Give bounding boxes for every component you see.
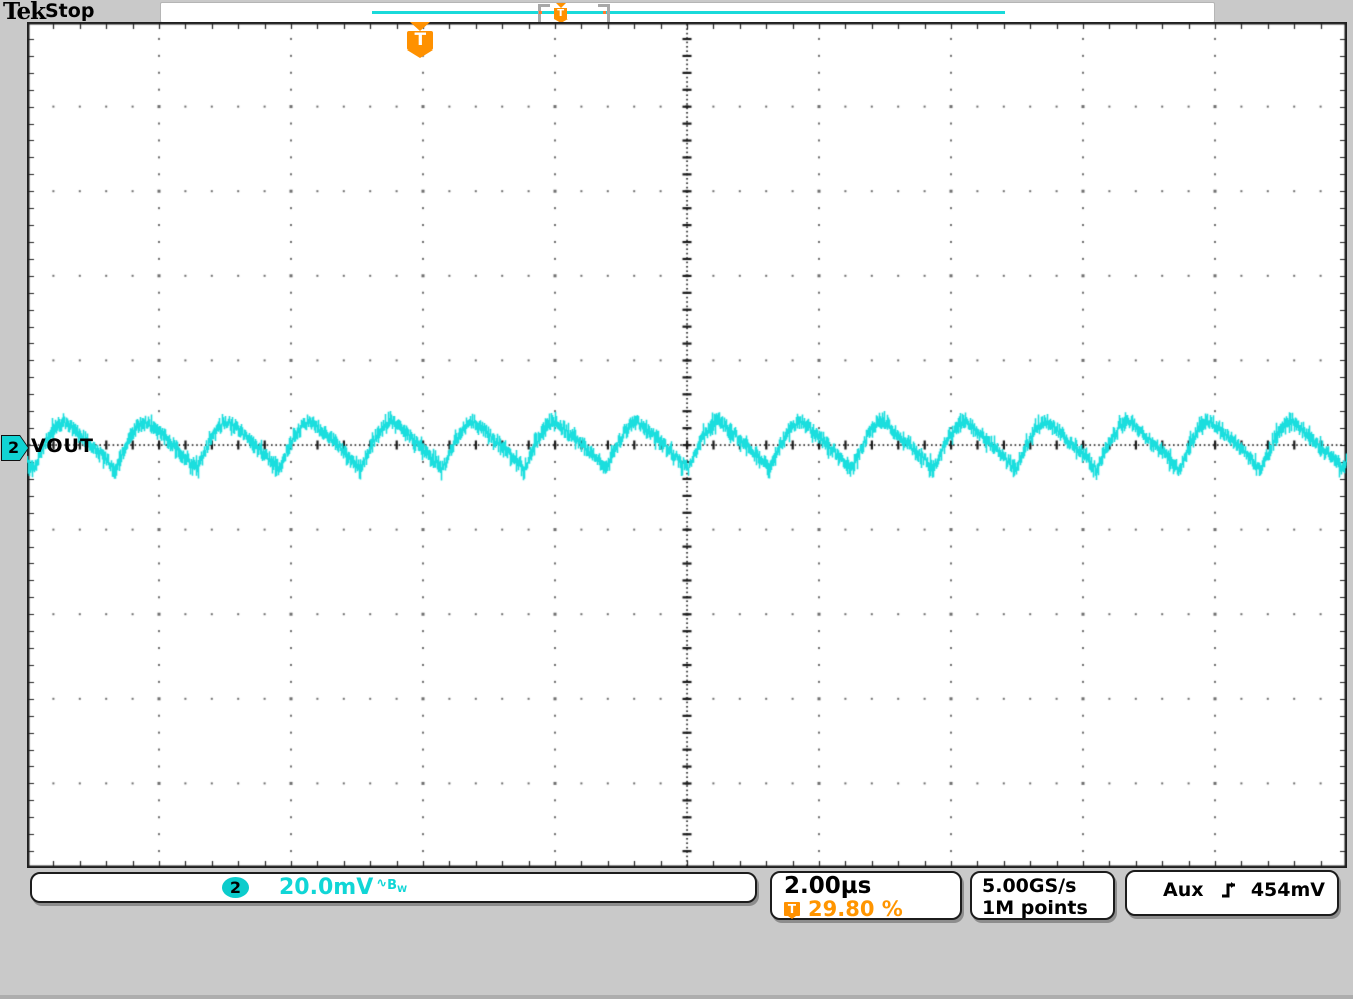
sample-rate-readout: 5.00GS/s [982, 875, 1077, 897]
trigger-source-readout: Aux [1163, 879, 1204, 901]
acquisition-readout-box[interactable]: 5.00GS/s 1M points [970, 871, 1115, 920]
record-trigger-letter: T [554, 8, 568, 19]
screen-bottom-edge [0, 995, 1353, 999]
trigger-position-flag-point [407, 50, 434, 58]
rising-edge-icon [1221, 882, 1235, 898]
bracket-edge-dot [603, 11, 606, 14]
record-trigger-arrow-icon [555, 3, 566, 8]
bandwidth-limit-sub: W [397, 885, 407, 895]
trigger-flag-icon: T [784, 901, 800, 919]
trigger-position-value: 29.80 % [808, 896, 903, 921]
tek-logo: Tek [3, 0, 46, 25]
record-view-bar[interactable]: T [160, 2, 1215, 25]
record-trigger-flag-icon[interactable]: T [553, 3, 568, 23]
channel-scale-readout: 20.0mV ∿BW [279, 875, 407, 900]
bandwidth-limit-icon: B [387, 878, 398, 893]
channel-scale-value: 20.0mV [279, 875, 374, 900]
trigger-position-arrow-icon [410, 22, 431, 31]
timebase-readout: 2.00µs [784, 873, 872, 899]
bracket-edge-dot [539, 11, 542, 14]
trigger-position-letter: T [407, 31, 434, 50]
record-waveform-line [372, 11, 1005, 14]
waveform-label: VOUT [31, 435, 94, 457]
channel-2-badge: 2 [222, 877, 249, 898]
trigger-position-readout: T 29.80 % [784, 896, 960, 921]
ac-coupling-icon: ∿ [376, 876, 388, 891]
top-status-strip: Tek Stop T [0, 0, 1353, 25]
channel-2-reference-badge: 2 [2, 436, 28, 460]
scope-display [27, 22, 1347, 868]
record-length-readout: 1M points [982, 897, 1088, 919]
trigger-position-marker-icon[interactable]: T [406, 22, 434, 58]
channel-readout-box[interactable]: 2 20.0mV ∿BW [30, 872, 757, 903]
trigger-readout-box[interactable]: Aux 454mV [1125, 870, 1339, 916]
record-trigger-flag-point [553, 19, 568, 23]
channel-2-reference-marker[interactable]: 2 [1, 435, 29, 461]
horizontal-readout-box[interactable]: 2.00µs T 29.80 % [770, 871, 962, 921]
trigger-level-readout: 454mV [1250, 879, 1325, 901]
acquisition-status: Stop [45, 0, 95, 22]
